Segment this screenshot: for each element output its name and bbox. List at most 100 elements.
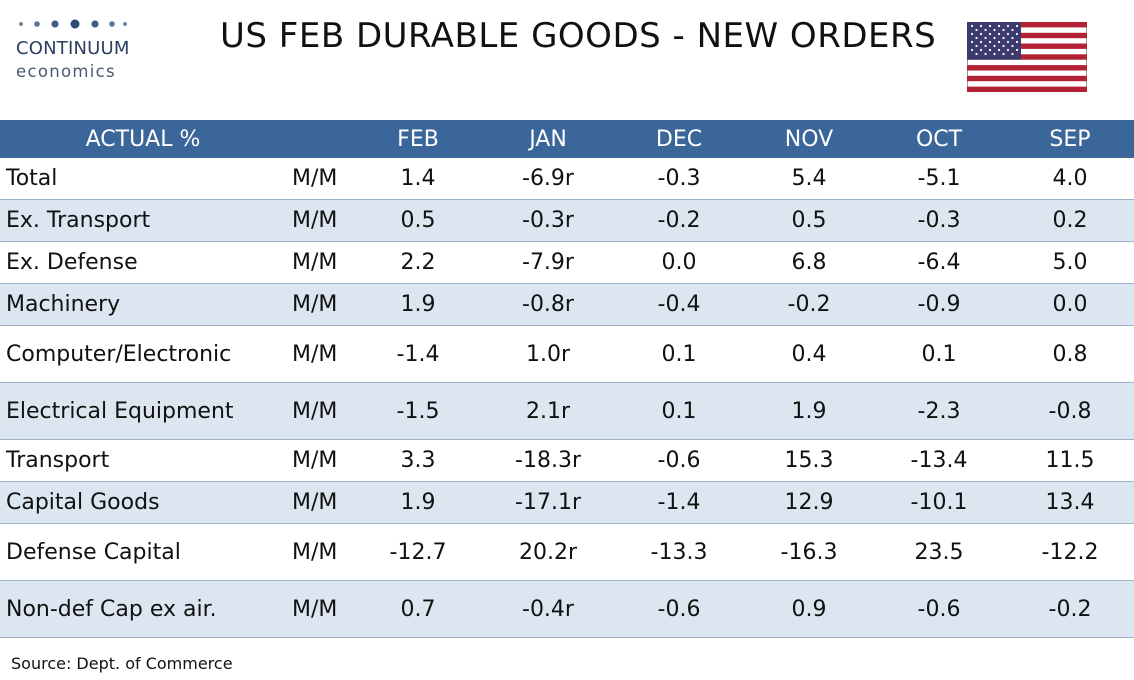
value-dec: -0.2 — [657, 208, 701, 233]
table-row: Machinery M/M 1.9 -0.8r -0.4 -0.2 -0.9 0… — [0, 284, 1134, 326]
us-flag-icon — [967, 22, 1087, 92]
row-unit: M/M — [292, 341, 338, 367]
row-label: Total — [6, 166, 58, 191]
header-dec: DEC — [655, 126, 703, 152]
value-nov: 6.8 — [791, 250, 827, 275]
value-feb: 2.2 — [400, 250, 436, 275]
row-unit: M/M — [292, 250, 338, 275]
header-feb: FEB — [397, 126, 439, 152]
logo-subtitle: economics — [16, 62, 116, 81]
table-row: Electrical Equipment M/M -1.5 2.1r 0.1 1… — [0, 383, 1134, 440]
value-dec: -0.6 — [657, 596, 701, 622]
row-label: Capital Goods — [6, 490, 160, 515]
table-row: Ex. Defense M/M 2.2 -7.9r 0.0 6.8 -6.4 5… — [0, 242, 1134, 284]
row-label: Ex. Transport — [6, 208, 151, 233]
value-feb: 0.5 — [400, 208, 436, 233]
source-note: Source: Dept. of Commerce — [11, 654, 233, 673]
value-feb: 1.9 — [400, 292, 436, 317]
row-unit: M/M — [292, 292, 338, 317]
table-row: Total M/M 1.4 -6.9r -0.3 5.4 -5.1 4.0 — [0, 158, 1134, 200]
value-dec: -0.6 — [657, 448, 701, 473]
value-jan: -18.3r — [515, 448, 581, 473]
value-oct: 23.5 — [914, 539, 964, 565]
header-actual: ACTUAL % — [85, 126, 201, 152]
value-oct: -0.9 — [917, 292, 961, 317]
value-oct: -0.6 — [917, 596, 961, 622]
value-sep: 5.0 — [1052, 250, 1088, 275]
value-sep: -0.8 — [1048, 398, 1092, 424]
header-oct: OCT — [915, 126, 963, 152]
value-jan: -6.9r — [522, 166, 574, 191]
value-nov: 1.9 — [791, 398, 827, 424]
table-row: Transport M/M 3.3 -18.3r -0.6 15.3 -13.4… — [0, 440, 1134, 482]
value-feb: 1.9 — [400, 490, 436, 515]
row-unit: M/M — [292, 208, 338, 233]
logo-brand: CONTINUUM — [16, 38, 130, 59]
durable-goods-table: ACTUAL % FEB JAN DEC NOV OCT SEP Total M… — [0, 120, 1134, 638]
value-jan: -17.1r — [515, 490, 581, 515]
value-sep: 13.4 — [1045, 490, 1095, 515]
table-row: Computer/Electronic M/M -1.4 1.0r 0.1 0.… — [0, 326, 1134, 383]
value-jan: -7.9r — [522, 250, 574, 275]
value-oct: -13.4 — [910, 448, 968, 473]
header-sep: SEP — [1049, 126, 1091, 152]
value-oct: -2.3 — [917, 398, 961, 424]
row-unit: M/M — [292, 596, 338, 622]
value-oct: 0.1 — [921, 341, 957, 367]
row-label: Machinery — [6, 292, 121, 317]
value-nov: -0.2 — [787, 292, 831, 317]
value-feb: -12.7 — [389, 539, 447, 565]
value-sep: 4.0 — [1052, 166, 1088, 191]
value-nov: -16.3 — [780, 539, 838, 565]
header-jan: JAN — [529, 126, 567, 152]
value-jan: 20.2r — [518, 539, 578, 565]
value-oct: -5.1 — [917, 166, 961, 191]
table-row: Capital Goods M/M 1.9 -17.1r -1.4 12.9 -… — [0, 482, 1134, 524]
row-unit: M/M — [292, 490, 338, 515]
value-nov: 0.4 — [791, 341, 827, 367]
header-nov: NOV — [784, 126, 834, 152]
row-label: Non-def Cap ex air. — [6, 596, 217, 622]
value-nov: 0.9 — [791, 596, 827, 622]
value-oct: -10.1 — [910, 490, 968, 515]
value-dec: -13.3 — [650, 539, 708, 565]
value-feb: 3.3 — [400, 448, 436, 473]
continuum-logo: CONTINUUM economics — [12, 12, 142, 82]
value-feb: -1.4 — [396, 341, 440, 367]
row-unit: M/M — [292, 448, 338, 473]
value-sep: -12.2 — [1041, 539, 1099, 565]
value-oct: -0.3 — [917, 208, 961, 233]
value-dec: 0.1 — [661, 398, 697, 424]
row-label: Computer/Electronic — [6, 341, 232, 367]
value-nov: 12.9 — [784, 490, 834, 515]
row-unit: M/M — [292, 166, 338, 191]
table-row: Ex. Transport M/M 0.5 -0.3r -0.2 0.5 -0.… — [0, 200, 1134, 242]
value-jan: 2.1r — [525, 398, 571, 424]
table-row: Non-def Cap ex air. M/M 0.7 -0.4r -0.6 0… — [0, 581, 1134, 638]
value-feb: 1.4 — [400, 166, 436, 191]
value-feb: 0.7 — [400, 596, 436, 622]
value-oct: -6.4 — [917, 250, 961, 275]
value-dec: -0.4 — [657, 292, 701, 317]
value-sep: 0.0 — [1052, 292, 1088, 317]
value-dec: 0.0 — [661, 250, 697, 275]
value-nov: 0.5 — [791, 208, 827, 233]
row-label: Transport — [6, 448, 110, 473]
value-jan: -0.4r — [522, 596, 574, 622]
value-jan: -0.8r — [522, 292, 574, 317]
value-dec: -1.4 — [657, 490, 701, 515]
table-row: Defense Capital M/M -12.7 20.2r -13.3 -1… — [0, 524, 1134, 581]
row-unit: M/M — [292, 398, 338, 424]
row-unit: M/M — [292, 539, 338, 565]
row-label: Electrical Equipment — [6, 398, 234, 424]
row-label: Ex. Defense — [6, 250, 138, 275]
value-dec: -0.3 — [657, 166, 701, 191]
value-sep: 11.5 — [1045, 448, 1095, 473]
value-nov: 5.4 — [791, 166, 827, 191]
value-sep: 0.2 — [1052, 208, 1088, 233]
value-feb: -1.5 — [396, 398, 440, 424]
row-label: Defense Capital — [6, 539, 181, 565]
page-title: US FEB DURABLE GOODS - NEW ORDERS — [220, 16, 937, 56]
value-jan: 1.0r — [525, 341, 571, 367]
value-nov: 15.3 — [784, 448, 834, 473]
